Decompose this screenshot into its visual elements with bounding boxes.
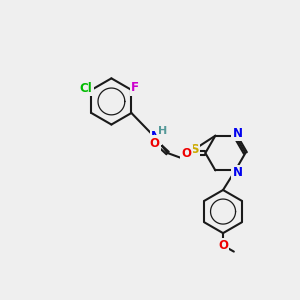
Text: F: F — [131, 81, 139, 94]
Text: H: H — [158, 127, 168, 136]
Text: S: S — [190, 143, 199, 157]
Text: N: N — [233, 166, 243, 179]
Text: Cl: Cl — [80, 82, 92, 95]
Text: O: O — [181, 146, 191, 160]
Text: O: O — [149, 136, 160, 149]
Text: O: O — [218, 239, 228, 252]
Text: N: N — [151, 130, 161, 143]
Text: N: N — [233, 127, 243, 140]
